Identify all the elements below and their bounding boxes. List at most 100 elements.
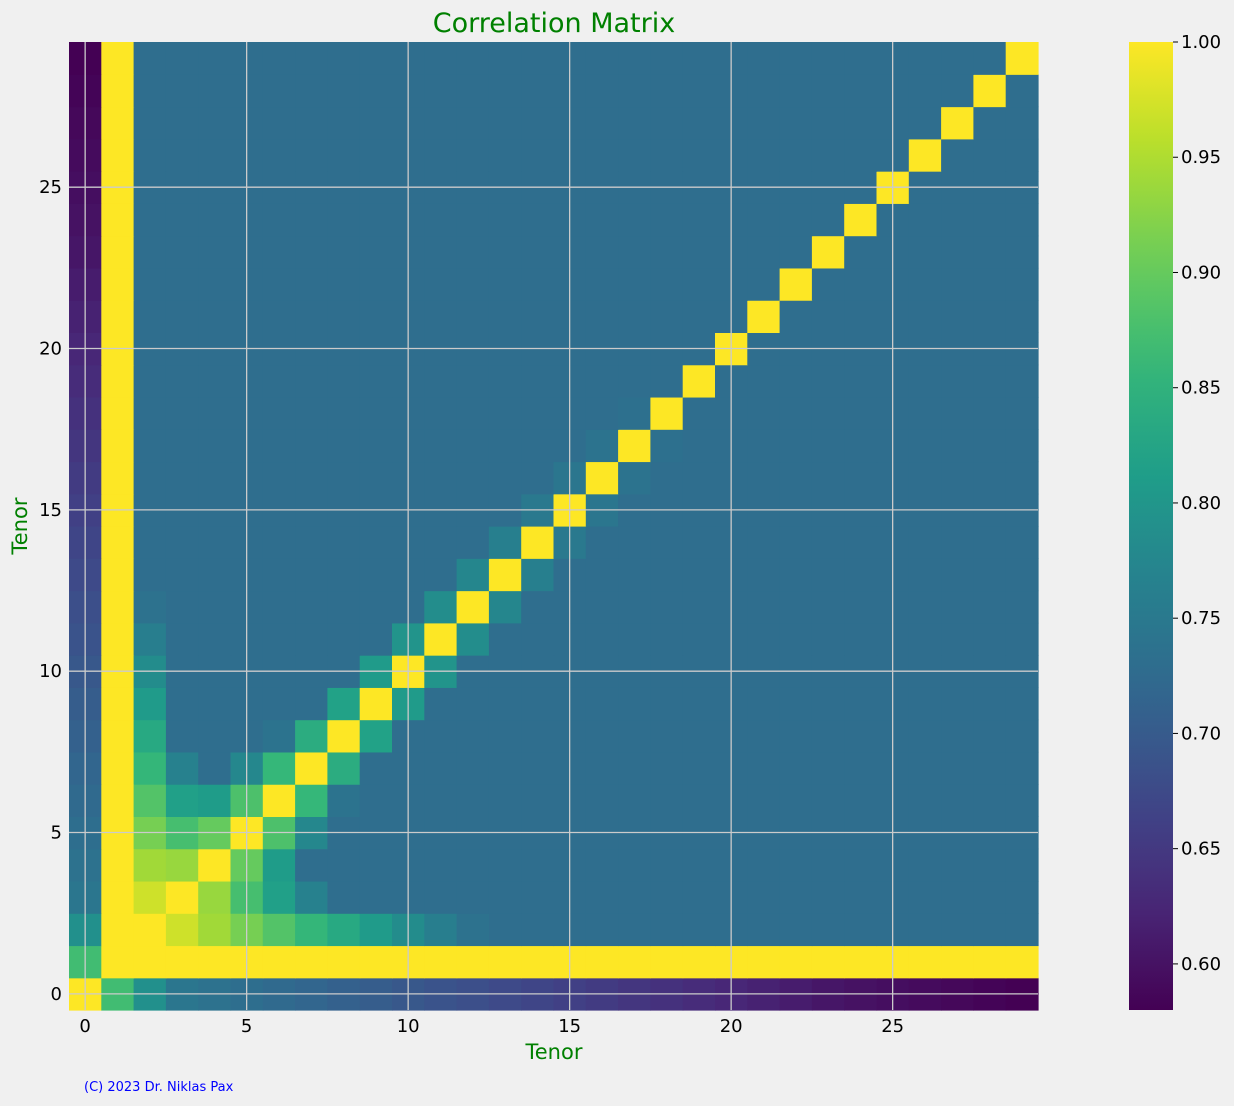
- heatmap-cell: [165, 719, 199, 753]
- heatmap-cell: [941, 106, 974, 140]
- heatmap-cell: [456, 784, 490, 817]
- heatmap-cell: [973, 106, 1007, 140]
- heatmap-cell: [424, 913, 458, 947]
- heatmap-cell: [682, 880, 716, 914]
- heatmap-cell: [198, 106, 232, 140]
- heatmap-cell: [682, 203, 716, 237]
- heatmap-cell: [650, 848, 684, 882]
- heatmap-cell: [359, 622, 393, 656]
- heatmap-cell: [262, 74, 296, 108]
- heatmap-cell: [844, 590, 878, 624]
- heatmap-cell: [262, 687, 296, 721]
- heatmap-cell: [456, 42, 490, 75]
- heatmap-cell: [488, 719, 522, 753]
- heatmap-cell: [327, 784, 361, 817]
- heatmap-cell: [779, 687, 813, 721]
- heatmap-cell: [295, 784, 328, 817]
- heatmap-cell: [973, 461, 1007, 495]
- heatmap-cell: [1005, 396, 1039, 430]
- heatmap-cell: [747, 267, 781, 301]
- heatmap-cell: [1005, 687, 1039, 721]
- x-axis-label: Tenor: [525, 1040, 583, 1064]
- heatmap-cell: [844, 784, 878, 817]
- copyright-text: (C) 2023 Dr. Niklas Pax: [84, 1080, 234, 1095]
- heatmap-cell: [133, 784, 167, 817]
- heatmap-cell: [488, 74, 522, 108]
- heatmap-cell: [811, 300, 845, 333]
- heatmap-cell: [165, 622, 199, 656]
- heatmap-cell: [424, 848, 458, 882]
- heatmap-cell: [650, 203, 684, 237]
- heatmap-cell: [618, 784, 651, 817]
- heatmap-cell: [844, 848, 878, 882]
- heatmap-cell: [811, 945, 845, 979]
- heatmap-cell: [941, 558, 974, 592]
- heatmap-cell: [811, 784, 845, 817]
- heatmap-cell: [521, 526, 555, 559]
- heatmap-cell: [101, 913, 135, 947]
- heatmap-cell: [908, 526, 942, 559]
- heatmap-cell: [133, 429, 167, 463]
- heatmap-cell: [327, 461, 361, 495]
- heatmap-cell: [650, 558, 684, 592]
- heatmap-cell: [101, 784, 135, 817]
- heatmap-cell: [262, 719, 296, 753]
- heatmap-cell: [973, 880, 1007, 914]
- heatmap-cell: [1005, 267, 1039, 301]
- heatmap-cell: [779, 429, 813, 463]
- heatmap-cell: [747, 719, 781, 753]
- heatmap-cell: [198, 42, 232, 75]
- heatmap-cell: [779, 364, 813, 398]
- heatmap-cell: [682, 364, 716, 398]
- heatmap-cell: [908, 429, 942, 463]
- heatmap-cell: [941, 590, 974, 624]
- heatmap-cell: [101, 235, 135, 269]
- heatmap-cell: [198, 719, 232, 753]
- heatmap-cell: [101, 526, 135, 559]
- heatmap-cell: [585, 719, 619, 753]
- x-axis-ticks: 0 5 10 15 20 25: [79, 1016, 904, 1037]
- heatmap-cell: [424, 74, 458, 108]
- heatmap-cell: [262, 848, 296, 882]
- heatmap-cell: [682, 429, 716, 463]
- heatmap-cell: [101, 719, 135, 753]
- heatmap-cell: [327, 364, 361, 398]
- heatmap-cell: [295, 364, 328, 398]
- heatmap-cell: [941, 138, 974, 172]
- heatmap-cell: [908, 687, 942, 721]
- heatmap-cell: [359, 138, 393, 172]
- heatmap-cell: [295, 42, 328, 75]
- heatmap-cell: [359, 429, 393, 463]
- heatmap-cell: [618, 913, 651, 947]
- heatmap-cell: [327, 945, 361, 979]
- heatmap-cell: [844, 203, 878, 237]
- heatmap-cell: [262, 235, 296, 269]
- heatmap-cell: [488, 558, 522, 592]
- heatmap-cell: [488, 848, 522, 882]
- colorbar-tick-label: 0.70: [1181, 723, 1221, 744]
- heatmap-cell: [1005, 880, 1039, 914]
- heatmap-cell: [295, 235, 328, 269]
- heatmap-cell: [1005, 203, 1039, 237]
- heatmap-cell: [585, 590, 619, 624]
- heatmap-cell: [133, 526, 167, 559]
- y-tick-label: 25: [39, 177, 62, 198]
- heatmap-cell: [359, 300, 393, 333]
- heatmap-cell: [133, 945, 167, 979]
- heatmap-cell: [262, 300, 296, 333]
- heatmap-cell: [844, 622, 878, 656]
- heatmap-cell: [618, 590, 651, 624]
- heatmap-cell: [295, 526, 328, 559]
- heatmap-cell: [973, 558, 1007, 592]
- heatmap-cell: [456, 364, 490, 398]
- heatmap-cell: [908, 42, 942, 75]
- heatmap-cell: [295, 848, 328, 882]
- heatmap-cell: [488, 622, 522, 656]
- heatmap-cell: [908, 880, 942, 914]
- heatmap-cell: [165, 106, 199, 140]
- heatmap-cell: [359, 590, 393, 624]
- heatmap-cell: [488, 784, 522, 817]
- heatmap-cell: [521, 106, 555, 140]
- heatmap-cell: [747, 558, 781, 592]
- heatmap-cell: [456, 106, 490, 140]
